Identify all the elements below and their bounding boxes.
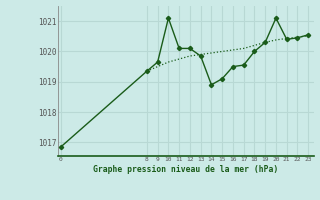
X-axis label: Graphe pression niveau de la mer (hPa): Graphe pression niveau de la mer (hPa): [93, 165, 278, 174]
